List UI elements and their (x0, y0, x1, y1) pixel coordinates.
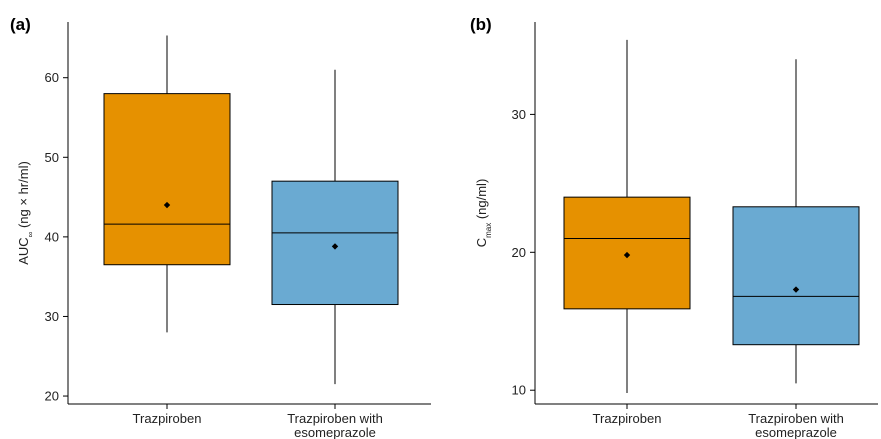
x-tick-label: Trazpiroben with esomeprazole (748, 411, 844, 439)
panel-label: (a) (10, 15, 31, 34)
box-iqr (271, 180, 399, 306)
chart-panel-a: (a) 20 30 40 50 60 AUC∞ (ng × hr/ml) Trazpirobe… (10, 15, 431, 439)
y-tick-label: 30 (45, 309, 59, 324)
y-axis-label: Cmax (ng/ml) (474, 179, 493, 248)
x-tick-label: Trazpiroben with esomeprazole (287, 411, 383, 439)
chart-panel-b: (b) 10 20 30 Cmax (ng/ml) Trazpiroben Trazpiro… (470, 15, 878, 439)
x-tick-label: Trazpiroben (133, 411, 202, 426)
x-tick-label: Trazpiroben (593, 411, 662, 426)
y-axis-label: AUC∞ (ng × hr/ml) (16, 161, 35, 265)
box-iqr (103, 93, 231, 266)
mean-marker (163, 201, 171, 209)
y-tick-label: 10 (512, 383, 526, 398)
y-tick-label: 30 (512, 107, 526, 122)
y-tick-label: 60 (45, 70, 59, 85)
mean-marker (792, 286, 800, 293)
box-iqr (732, 206, 860, 346)
mean-marker (331, 243, 339, 250)
y-tick-label: 20 (45, 389, 59, 404)
mean-marker (623, 251, 631, 259)
y-tick-label: 40 (45, 229, 59, 244)
panel-label: (b) (470, 15, 492, 34)
y-tick-label: 20 (512, 245, 526, 260)
y-tick-label: 50 (45, 150, 59, 165)
